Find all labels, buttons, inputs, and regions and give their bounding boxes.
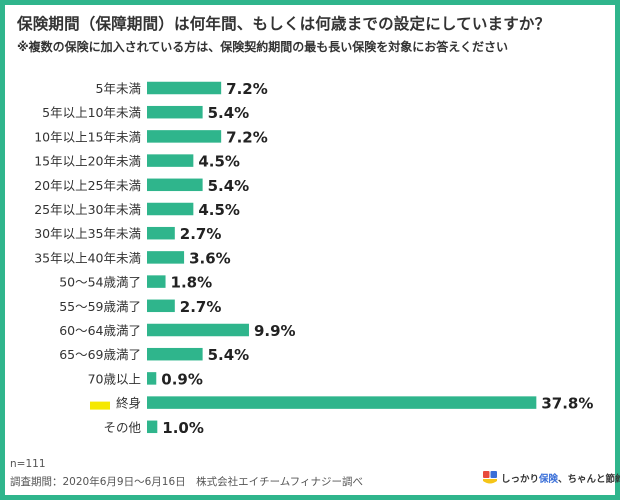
bar	[147, 202, 194, 216]
category-label: 55〜59歳満了	[59, 299, 141, 314]
category-label: 20年以上25年未満	[34, 178, 141, 193]
value-label: 7.2%	[226, 128, 268, 146]
bar	[147, 347, 203, 361]
chart-title: 保険期間（保障期間）は何年間、もしくは何歳までの設定にしていますか？	[17, 15, 551, 33]
value-label: 9.9%	[254, 322, 296, 340]
bar	[147, 251, 185, 264]
bar	[147, 226, 175, 240]
sample-size: n=111	[10, 458, 46, 470]
value-label: 37.8%	[541, 395, 593, 413]
category-label: その他	[103, 420, 141, 435]
category-label: 15年以上20年未満	[34, 154, 141, 169]
value-label: 1.0%	[162, 419, 204, 437]
bar	[147, 178, 203, 192]
bar	[147, 154, 194, 167]
shield-logo-icon	[482, 470, 498, 486]
chart-subtitle: ※複数の保険に加入されている方は、保険契約期間の最も長い保険を対象にお答えくださ…	[17, 40, 508, 54]
category-label: 35年以上40年未満	[34, 250, 141, 265]
value-label: 4.5%	[198, 153, 240, 171]
value-label: 5.4%	[208, 346, 250, 364]
category-label: 65〜69歳満了	[59, 347, 141, 362]
bar	[147, 105, 203, 119]
value-label: 7.2%	[226, 80, 268, 98]
brand-prefix: しっかり	[501, 474, 540, 485]
category-label: 70歳以上	[88, 371, 141, 386]
brand-suffix: 、ちゃんと節約。	[558, 474, 620, 485]
bar	[147, 372, 157, 385]
bar	[147, 81, 222, 95]
bar	[147, 420, 158, 434]
brand: しっかり保険、ちゃんと節約。	[482, 470, 620, 486]
bar	[147, 275, 166, 288]
value-label: 4.5%	[198, 201, 240, 219]
category-label: 30年以上35年未満	[34, 226, 141, 241]
value-label: 0.9%	[161, 370, 203, 388]
brand-accent: 保険	[539, 474, 559, 485]
category-highlight	[90, 401, 110, 410]
survey-note: 調査期間：2020年6月9日〜6月16日 株式会社エイチームフィナジー調べ	[10, 476, 363, 488]
value-label: 1.8%	[171, 274, 213, 292]
category-label: 60〜64歳満了	[59, 323, 141, 338]
brand-slogan: しっかり保険、ちゃんと節約。	[501, 471, 620, 485]
value-label: 5.4%	[208, 104, 250, 122]
bar	[147, 396, 537, 409]
category-label: 25年以上30年未満	[34, 202, 141, 217]
value-label: 2.7%	[180, 225, 222, 243]
category-label: 5年以上10年未満	[42, 105, 141, 120]
category-label: 10年以上15年未満	[34, 129, 141, 144]
value-label: 5.4%	[208, 177, 250, 195]
bar	[147, 130, 222, 143]
bar	[147, 323, 249, 337]
category-label: 50〜54歳満了	[59, 275, 141, 290]
bar	[147, 299, 175, 313]
value-label: 2.7%	[180, 298, 222, 316]
category-label: 5年未満	[96, 81, 141, 96]
category-label: 終身	[116, 396, 141, 411]
value-label: 3.6%	[189, 249, 231, 267]
